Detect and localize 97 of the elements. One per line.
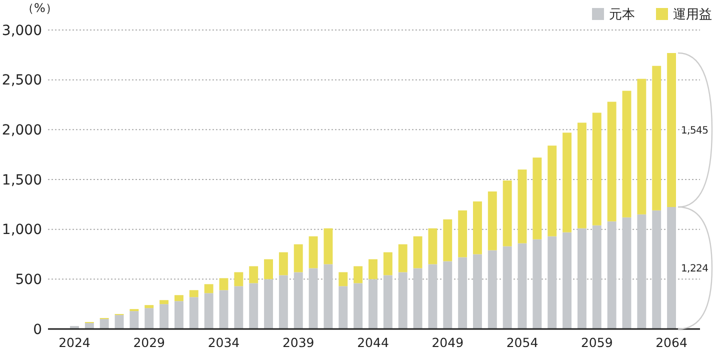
bar: [518, 170, 527, 244]
bar: [562, 232, 572, 329]
bar: [204, 284, 214, 294]
y-axis-title: （%）: [22, 1, 58, 15]
bar: [502, 180, 512, 246]
bar: [278, 275, 288, 329]
bar: [324, 264, 333, 329]
bar: [473, 254, 482, 329]
bar: [278, 252, 288, 276]
bar: [532, 239, 542, 329]
bar: [488, 191, 497, 250]
x-tick-label: 2029: [133, 335, 166, 350]
bar: [607, 221, 616, 329]
bar: [204, 293, 214, 329]
bar: [548, 236, 557, 329]
bar: [189, 290, 198, 298]
bar: [249, 283, 258, 329]
bar: [189, 297, 198, 329]
legend-label: 運用益: [673, 8, 712, 23]
bar: [338, 286, 348, 329]
bar: [592, 225, 602, 329]
bar: [562, 132, 572, 232]
x-tick-label: 2049: [432, 335, 464, 350]
legend-label: 元本: [609, 8, 635, 23]
bar: [264, 279, 273, 329]
bar: [622, 90, 632, 218]
bar: [428, 264, 438, 329]
bar: [84, 323, 94, 329]
bar: [219, 278, 228, 290]
y-tick-label: 2,000: [2, 122, 42, 139]
bar: [518, 243, 527, 329]
bar: [443, 261, 452, 329]
x-tick-label: 2024: [58, 335, 90, 350]
bar: [548, 146, 557, 236]
bar: [607, 102, 616, 222]
bar: [443, 219, 452, 262]
bar: [667, 53, 676, 208]
y-tick-label: 1,500: [2, 172, 42, 188]
bar: [294, 244, 303, 272]
bar: [354, 266, 363, 284]
x-tick-label: 2034: [208, 335, 240, 350]
y-tick-label: 1,000: [2, 222, 42, 238]
y-tick-label: 2,500: [2, 72, 42, 89]
x-tick-label: 2059: [580, 335, 613, 350]
bar: [294, 272, 303, 329]
bar: [413, 236, 422, 268]
bar: [383, 252, 392, 276]
bar: [338, 272, 348, 286]
bar: [234, 272, 244, 286]
bar: [324, 228, 333, 264]
bar: [488, 250, 497, 329]
x-tick-label: 2064: [656, 335, 688, 350]
bar: [354, 283, 363, 329]
bar: [144, 308, 154, 329]
bar: [577, 122, 586, 228]
bar: [383, 275, 392, 329]
bar: [652, 66, 662, 210]
bar: [637, 214, 646, 329]
annotation: 1,545: [681, 126, 708, 137]
x-tick-label: 2039: [282, 335, 314, 350]
x-tick-label: 2054: [506, 335, 538, 350]
bar: [130, 311, 139, 329]
bar: [592, 112, 602, 226]
bar: [413, 268, 422, 329]
bar: [622, 217, 632, 329]
bar: [264, 259, 273, 280]
bar: [502, 246, 512, 329]
bar: [114, 315, 124, 329]
bar: [532, 158, 542, 240]
bar: [368, 279, 378, 329]
bar: [652, 210, 662, 329]
bar: [637, 78, 646, 214]
bar: [174, 295, 184, 302]
bar: [144, 305, 154, 308]
bar: [174, 301, 184, 329]
bar: [398, 244, 408, 272]
bar: [219, 290, 228, 329]
y-tick-label: 0: [33, 322, 42, 338]
y-tick-label: 500: [15, 272, 42, 288]
bar: [368, 259, 378, 280]
x-tick-label: 2044: [357, 335, 389, 350]
bar: [667, 207, 676, 329]
bar: [234, 286, 244, 329]
bar: [160, 304, 169, 329]
bar: [458, 257, 468, 329]
annotation: 1,224: [681, 264, 708, 275]
bar: [398, 272, 408, 329]
bar: [308, 268, 318, 329]
bar: [160, 300, 169, 304]
bar: [428, 228, 438, 264]
bar: [308, 236, 318, 268]
bar: [100, 319, 109, 329]
bar: [473, 201, 482, 254]
bar: [577, 228, 586, 329]
bar: [249, 266, 258, 284]
y-tick-label: 3,000: [2, 22, 42, 39]
bar: [458, 210, 468, 258]
